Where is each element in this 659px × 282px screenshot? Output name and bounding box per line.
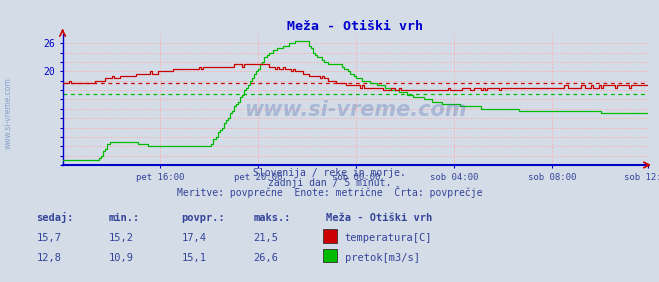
Title: Meža - Otiški vrh: Meža - Otiški vrh: [287, 20, 423, 33]
Text: 12,8: 12,8: [36, 253, 61, 263]
Text: 15,7: 15,7: [36, 233, 61, 243]
Text: 15,2: 15,2: [109, 233, 134, 243]
Text: min.:: min.:: [109, 213, 140, 223]
Text: 21,5: 21,5: [254, 233, 279, 243]
Text: 26,6: 26,6: [254, 253, 279, 263]
Text: www.si-vreme.com: www.si-vreme.com: [3, 77, 13, 149]
Text: sedaj:: sedaj:: [36, 212, 74, 223]
Text: Slovenija / reke in morje.: Slovenija / reke in morje.: [253, 168, 406, 178]
Text: Meža - Otiški vrh: Meža - Otiški vrh: [326, 213, 432, 223]
Text: Meritve: povprečne  Enote: metrične  Črta: povprečje: Meritve: povprečne Enote: metrične Črta:…: [177, 186, 482, 198]
Text: zadnji dan / 5 minut.: zadnji dan / 5 minut.: [268, 178, 391, 188]
Text: pretok[m3/s]: pretok[m3/s]: [345, 253, 420, 263]
Text: maks.:: maks.:: [254, 213, 291, 223]
Text: 15,1: 15,1: [181, 253, 206, 263]
Text: temperatura[C]: temperatura[C]: [345, 233, 432, 243]
Text: www.si-vreme.com: www.si-vreme.com: [244, 100, 467, 120]
Text: 17,4: 17,4: [181, 233, 206, 243]
Text: povpr.:: povpr.:: [181, 213, 225, 223]
Text: 10,9: 10,9: [109, 253, 134, 263]
